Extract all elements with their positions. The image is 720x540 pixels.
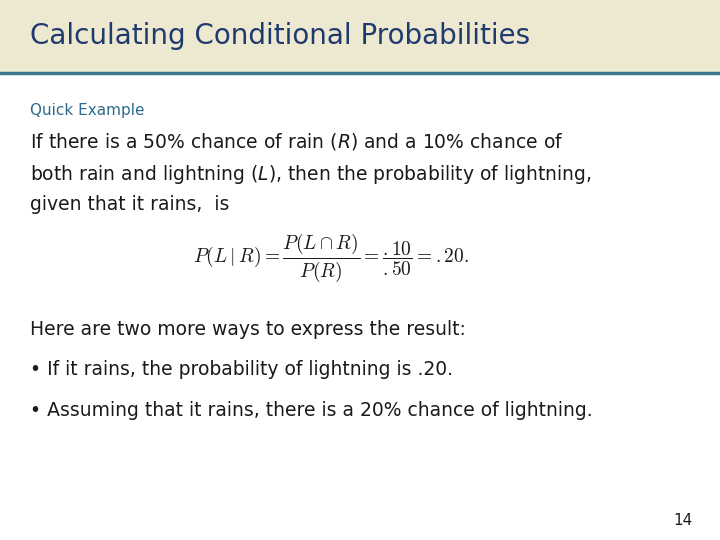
FancyBboxPatch shape xyxy=(0,0,720,73)
Text: If there is a 50% chance of rain ($R$) and a 10% chance of: If there is a 50% chance of rain ($R$) a… xyxy=(30,131,564,152)
Text: • Assuming that it rains, there is a 20% chance of lightning.: • Assuming that it rains, there is a 20%… xyxy=(30,401,593,420)
Text: Here are two more ways to express the result:: Here are two more ways to express the re… xyxy=(30,320,466,339)
Text: Quick Example: Quick Example xyxy=(30,103,145,118)
Text: 14: 14 xyxy=(673,513,693,528)
Text: given that it rains,  is: given that it rains, is xyxy=(30,195,230,214)
Text: • If it rains, the probability of lightning is .20.: • If it rains, the probability of lightn… xyxy=(30,360,454,379)
Text: $P(L \mid R) = \dfrac{P(L \cap R)}{P(R)} = \dfrac{.10}{.50} = .20.$: $P(L \mid R) = \dfrac{P(L \cap R)}{P(R)}… xyxy=(193,232,469,284)
Text: Calculating Conditional Probabilities: Calculating Conditional Probabilities xyxy=(30,23,531,50)
Text: both rain and lightning ($L$), then the probability of lightning,: both rain and lightning ($L$), then the … xyxy=(30,163,592,186)
